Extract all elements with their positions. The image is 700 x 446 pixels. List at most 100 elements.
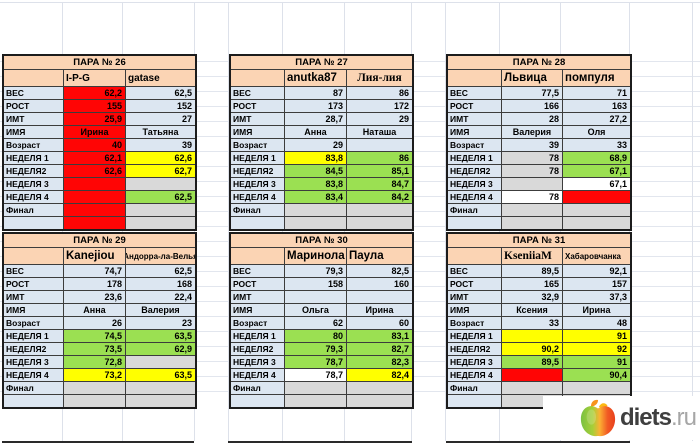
participant-name[interactable]: Львица [501, 70, 562, 86]
cell[interactable] [448, 70, 501, 86]
cell[interactable]: 89,5 [501, 356, 562, 368]
cell[interactable]: 163 [562, 100, 630, 112]
cell[interactable] [63, 191, 125, 203]
cell[interactable]: Анна [63, 304, 125, 316]
participant-name[interactable]: Лия-лия [346, 70, 412, 86]
cell[interactable]: 86 [346, 87, 412, 99]
cell[interactable]: Валерия [125, 304, 195, 316]
participant-name[interactable]: anutka87 [284, 70, 346, 86]
cell[interactable]: 84,2 [346, 191, 412, 203]
cell[interactable]: 71 [562, 87, 630, 99]
cell[interactable]: Анна [284, 126, 346, 138]
participant-name[interactable]: Хабаровчанка [562, 248, 630, 264]
cell[interactable]: 152 [125, 100, 195, 112]
cell[interactable]: Ирина [562, 304, 630, 316]
cell[interactable]: 26 [63, 317, 125, 329]
cell[interactable]: 78,7 [284, 369, 346, 381]
cell[interactable]: Оля [562, 126, 630, 138]
cell[interactable] [125, 217, 195, 229]
cell[interactable]: 84,7 [346, 178, 412, 190]
participant-name[interactable]: Маринола [284, 248, 346, 264]
cell[interactable] [346, 291, 412, 303]
cell[interactable] [562, 191, 630, 203]
cell[interactable]: 84,5 [284, 165, 346, 177]
cell[interactable]: 73,2 [63, 369, 125, 381]
cell[interactable]: 33 [501, 317, 562, 329]
cell[interactable]: 62,2 [63, 87, 125, 99]
cell[interactable]: 83,8 [284, 152, 346, 164]
cell[interactable]: 22,4 [125, 291, 195, 303]
cell[interactable] [284, 204, 346, 216]
cell[interactable] [501, 382, 562, 394]
cell[interactable]: 89,5 [501, 265, 562, 277]
cell[interactable] [448, 248, 501, 264]
cell[interactable]: 85,1 [346, 165, 412, 177]
cell[interactable]: Ирина [346, 304, 412, 316]
cell[interactable]: 78 [501, 165, 562, 177]
cell[interactable]: 39 [501, 139, 562, 151]
cell[interactable]: 29 [346, 113, 412, 125]
cell[interactable]: 27 [125, 113, 195, 125]
cell[interactable]: 74,7 [63, 265, 125, 277]
cell[interactable]: 166 [501, 100, 562, 112]
participant-name[interactable]: I-P-G [63, 70, 125, 86]
cell[interactable] [562, 217, 630, 229]
cell[interactable]: Наташа [346, 126, 412, 138]
cell[interactable] [501, 369, 562, 381]
cell[interactable]: 160 [346, 278, 412, 290]
cell[interactable] [346, 395, 412, 407]
cell[interactable]: 82,3 [346, 356, 412, 368]
participant-name[interactable]: KseniiaM [501, 248, 562, 264]
cell[interactable] [501, 217, 562, 229]
participant-name[interactable]: Паула [346, 248, 412, 264]
cell[interactable] [501, 178, 562, 190]
cell[interactable]: 62,9 [125, 343, 195, 355]
cell[interactable] [346, 139, 412, 151]
cell[interactable] [125, 382, 195, 394]
cell[interactable]: 92 [562, 343, 630, 355]
cell[interactable] [63, 178, 125, 190]
cell[interactable]: 62,7 [125, 165, 195, 177]
cell[interactable]: Ксения [501, 304, 562, 316]
cell[interactable]: 83,4 [284, 191, 346, 203]
cell[interactable]: 91 [562, 356, 630, 368]
cell[interactable]: 157 [562, 278, 630, 290]
cell[interactable] [4, 70, 63, 86]
cell[interactable]: Валерия [501, 126, 562, 138]
cell[interactable]: 62,6 [125, 152, 195, 164]
cell[interactable]: 32,9 [501, 291, 562, 303]
cell[interactable]: 62 [284, 317, 346, 329]
cell[interactable] [231, 70, 284, 86]
cell[interactable] [125, 204, 195, 216]
cell[interactable]: 37,3 [562, 291, 630, 303]
cell[interactable]: 62,5 [125, 265, 195, 277]
cell[interactable] [63, 217, 125, 229]
cell[interactable]: 39 [125, 139, 195, 151]
cell[interactable]: 173 [284, 100, 346, 112]
cell[interactable]: 83,8 [284, 178, 346, 190]
cell[interactable]: 158 [284, 278, 346, 290]
cell[interactable]: 80 [284, 330, 346, 342]
cell[interactable] [125, 178, 195, 190]
cell[interactable]: Ирина [63, 126, 125, 138]
cell[interactable]: 178 [63, 278, 125, 290]
cell[interactable] [125, 356, 195, 368]
cell[interactable]: 77,5 [501, 87, 562, 99]
cell[interactable] [284, 217, 346, 229]
cell[interactable]: 90,2 [501, 343, 562, 355]
cell[interactable]: 83,1 [346, 330, 412, 342]
cell[interactable]: 78,7 [284, 356, 346, 368]
participant-name[interactable]: Kanejiou [63, 248, 125, 264]
cell[interactable]: 92,1 [562, 265, 630, 277]
cell[interactable]: 27,2 [562, 113, 630, 125]
cell[interactable] [562, 382, 630, 394]
cell[interactable]: 28 [501, 113, 562, 125]
cell[interactable]: 74,5 [63, 330, 125, 342]
cell[interactable] [63, 395, 125, 407]
cell[interactable]: 29 [284, 139, 346, 151]
cell[interactable]: 79,3 [284, 343, 346, 355]
cell[interactable]: 25,9 [63, 113, 125, 125]
cell[interactable]: 68,9 [562, 152, 630, 164]
cell[interactable]: 78 [501, 191, 562, 203]
cell[interactable]: 62,6 [63, 165, 125, 177]
